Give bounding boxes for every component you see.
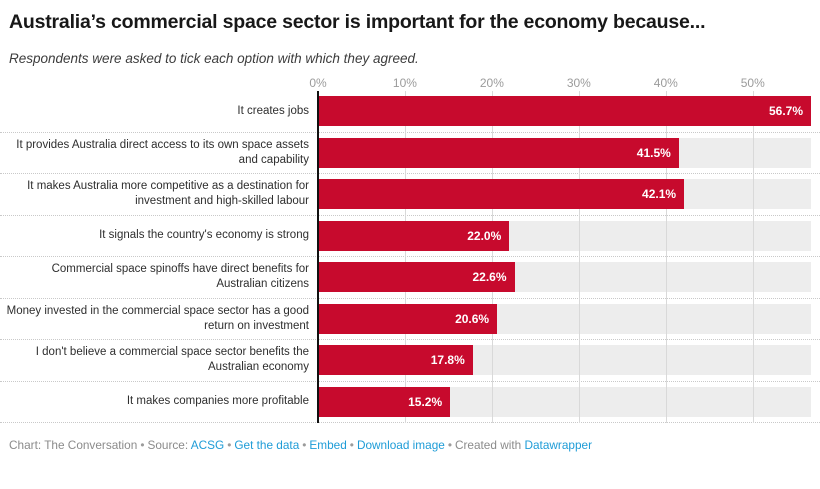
bar: 56.7% [318,96,811,127]
bar: 42.1% [318,179,685,210]
bar-track: 17.8% [318,345,811,376]
x-axis-tick-40: 40% [653,76,678,90]
x-axis-tick-20: 20% [479,76,504,90]
bar-chart: 0% 10% 20% 30% 40% 50% It creates jobs 56.7% It… [0,74,820,423]
bar-label: It makes Australia more competitive as a… [27,180,309,208]
bar-value-label: 17.8% [430,353,465,368]
bar: 22.0% [318,220,510,251]
chart-title: Australia’s commercial space sector is i… [9,11,706,33]
axis-zero-line [317,91,319,423]
bar-value-label: 56.7% [768,104,803,119]
x-axis-tick-10: 10% [392,76,417,90]
bar-label: I don't believe a commercial space secto… [35,346,309,374]
bar-value-label: 20.6% [455,311,490,326]
footer-link-get-the-data[interactable]: Get the data [234,438,300,452]
table-row: It creates jobs 56.7% [0,91,820,133]
vertical-gridline [578,91,580,423]
bar-value-label: 42.1% [642,187,677,202]
table-row: It provides Australia direct access to i… [0,133,820,174]
footer-link-embed[interactable]: Embed [309,438,347,452]
table-row: It makes Australia more competitive as a… [0,174,820,216]
footer-link-datawrapper[interactable]: Datawrapper [524,438,593,452]
bar-label: It creates jobs [237,104,309,117]
table-row: It makes companies more profitable 15.2% [0,382,820,423]
bar: 15.2% [318,386,451,417]
vertical-gridline [752,91,754,423]
footer-separator: • [227,438,232,452]
bar-track: 41.5% [318,137,811,168]
bar-track: 15.2% [318,386,811,417]
bar: 22.6% [318,262,515,293]
footer-text: Source: [147,438,191,452]
bar-label: It makes companies more profitable [126,395,309,408]
vertical-gridline [404,91,406,423]
table-row: I don't believe a commercial space secto… [0,340,820,382]
footer-text: Chart: The Conversation [9,438,138,452]
x-axis-tick-30: 30% [566,76,591,90]
x-axis-tick-0: 0% [309,76,327,90]
bar-label: It provides Australia direct access to i… [16,138,309,166]
x-axis: 0% 10% 20% 30% 40% 50% [0,74,820,91]
x-axis-tick-50: 50% [740,76,765,90]
footer-separator: • [140,438,145,452]
chart-footer: Chart: The Conversation • Source: ACSG • Get… [0,438,820,453]
bar-track: 22.0% [318,220,811,251]
bar-track: 56.7% [318,96,811,127]
footer-link-download-image[interactable]: Download image [356,438,445,452]
footer-separator: • [447,438,452,452]
chart-subtitle: Respondents were asked to tick each opti… [9,51,419,66]
table-row: Commercial space spinoffs have direct be… [0,257,820,299]
vertical-gridline [491,91,493,423]
table-row: It signals the country's economy is stro… [0,216,820,257]
bar-value-label: 15.2% [408,394,443,409]
footer-link-acsg[interactable]: ACSG [190,438,225,452]
footer-separator: • [349,438,354,452]
bar-label: Commercial space spinoffs have direct be… [51,263,309,291]
bar-label: It signals the country's economy is stro… [99,229,309,242]
chart-header: Australia’s commercial space sector is i… [0,0,820,67]
footer-text: Created with [454,438,525,452]
bar-value-label: 41.5% [636,145,671,160]
table-row: Money invested in the commercial space s… [0,299,820,340]
vertical-gridline [665,91,667,423]
bar-track: 20.6% [318,303,811,334]
bar-value-label: 22.6% [472,270,507,285]
bar-label: Money invested in the commercial space s… [6,304,309,332]
bar-value-label: 22.0% [467,228,502,243]
bar: 20.6% [318,303,498,334]
footer-separator: • [302,438,307,452]
bar-track: 42.1% [318,179,811,210]
bar: 17.8% [318,345,473,376]
bar-track: 22.6% [318,262,811,293]
bar: 41.5% [318,137,679,168]
chart-rows: It creates jobs 56.7% It provides Australi… [0,91,820,423]
